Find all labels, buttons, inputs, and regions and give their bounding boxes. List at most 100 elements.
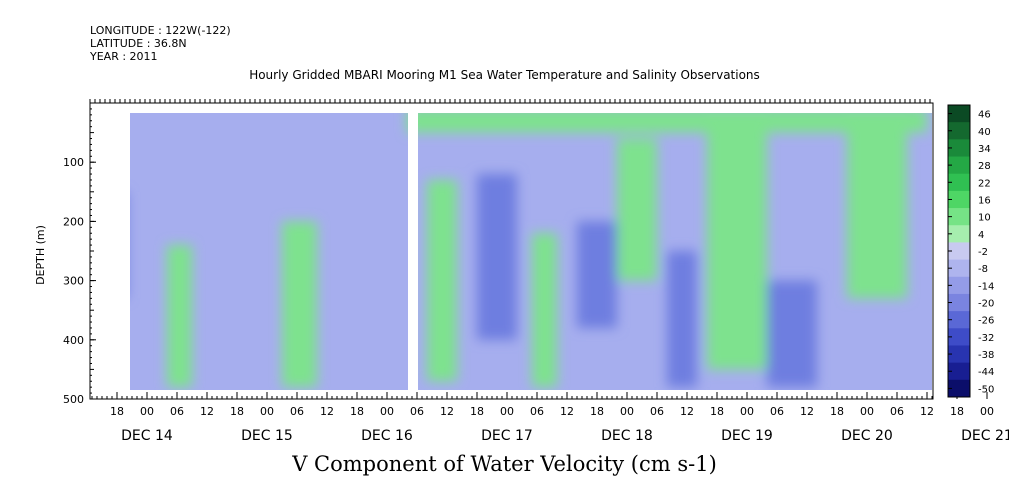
x-axis-label: V Component of Water Velocity (cm s-1) [292,452,717,476]
x-day-label: DEC 17 [481,428,533,444]
colorbar-label: 40 [978,127,991,138]
colorbar-label: -14 [978,281,994,292]
x-hour-label: 06 [290,405,304,418]
plot-area [87,113,932,390]
colorbar-swatch [948,190,970,209]
colorbar-swatch [948,242,970,261]
x-hour-label: 00 [500,405,514,418]
heatmap-blue-band [767,280,817,388]
x-day-label: DEC 14 [121,428,173,444]
y-tick-label: 500 [63,393,84,406]
heatmap-blue-band [87,192,127,299]
heatmap-blue-band [577,221,617,328]
chart-title: Hourly Gridded MBARI Mooring M1 Sea Wate… [249,68,760,82]
x-hour-label: 18 [470,405,484,418]
colorbar-swatch [948,293,970,312]
x-hour-label: 12 [200,405,214,418]
year-label: YEAR : 2011 [90,50,158,63]
x-hour-label: 06 [650,405,664,418]
x-hour-label: 12 [920,405,934,418]
colorbar-swatch [948,173,970,192]
x-hour-label: 12 [320,405,334,418]
colorbar-label: 46 [978,110,991,121]
heatmap-green-band [707,113,767,370]
x-hour-label: 06 [890,405,904,418]
longitude-label: LONGITUDE : 122W(-122) [90,24,231,37]
colorbar-swatch [948,122,970,140]
heatmap-green-band [282,221,317,388]
heatmap-green-band [418,113,927,133]
heatmap-green-band [617,138,657,281]
x-hour-label: 12 [560,405,574,418]
colorbar-swatch [948,225,970,243]
latitude-label: LATITUDE : 36.8N [90,37,187,50]
x-day-label: DEC 18 [601,428,653,444]
x-hour-label: 00 [860,405,874,418]
colorbar-swatch [948,379,970,398]
x-hour-label: 00 [260,405,274,418]
colorbar-label: -8 [978,264,988,275]
colorbar-swatch [948,105,970,123]
colorbar: 46 40 34 28 22 16 10 4 -2 -8 -14 -20 -26 -32 -38 -44 -50 [947,104,994,398]
x-hour-label: 18 [350,405,364,418]
x-day-label: DEC 16 [361,428,413,444]
x-hour-label: 00 [140,405,154,418]
colorbar-swatch [948,156,970,175]
heatmap-blue-band [477,174,517,340]
x-day-label: DEC 20 [841,428,893,444]
colorbar-label: -20 [978,299,994,310]
colorbar-swatch [948,208,970,226]
colorbar-label: 28 [978,161,991,172]
colorbar-label: -26 [978,316,994,327]
x-hour-label: 06 [530,405,544,418]
x-hour-label: 18 [710,405,724,418]
colorbar-label: -44 [978,367,994,378]
x-hour-label: 00 [740,405,754,418]
x-hour-label: 06 [410,405,424,418]
heatmap-green-band [532,233,557,388]
colorbar-label: 10 [978,213,991,224]
heatmap-blue-band [87,192,127,299]
x-hour-label: 18 [230,405,244,418]
heatmap-green-band [167,245,192,388]
x-day-label: DEC 15 [241,428,293,444]
heatmap-green-band [427,179,457,382]
x-hour-label: 12 [800,405,814,418]
x-hour-label: 18 [110,405,124,418]
colorbar-label: 4 [978,230,984,241]
x-hour-label: 00 [980,405,994,418]
colorbar-label: 16 [978,195,991,206]
colorbar-swatch [948,362,970,381]
y-axis-label: DEPTH (m) [34,225,47,285]
x-hour-label: 00 [380,405,394,418]
heatmap-green-band [847,113,907,299]
y-tick-label: 400 [63,334,84,347]
colorbar-label: 22 [978,178,991,189]
x-hour-label: 06 [170,405,184,418]
heatmap-blue-band [667,251,697,388]
x-hour-label: 18 [950,405,964,418]
colorbar-swatch [948,345,970,364]
x-hour-label: 18 [830,405,844,418]
x-hour-label: 12 [440,405,454,418]
colorbar-label: -2 [978,247,988,258]
x-hour-label: 00 [620,405,634,418]
x-day-label: DEC 21 [961,428,1009,444]
colorbar-swatch [948,259,970,278]
x-hour-label: 12 [680,405,694,418]
y-tick-label: 200 [63,215,84,228]
colorbar-label: -32 [978,333,994,344]
colorbar-label: 34 [978,144,991,155]
x-hour-label: 06 [770,405,784,418]
x-hour-label: 18 [590,405,604,418]
x-day-label: DEC 19 [721,428,773,444]
colorbar-swatch [948,276,970,295]
y-tick-label: 300 [63,275,84,288]
colorbar-swatch [948,139,970,158]
colorbar-swatch [948,328,970,346]
heatmap-green-band [407,113,408,133]
colorbar-swatch [948,311,970,329]
colorbar-label: -50 [978,384,994,395]
